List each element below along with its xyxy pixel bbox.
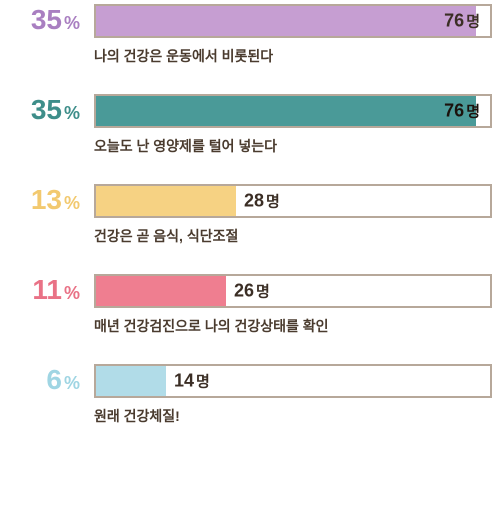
bar-column: 14명원래 건강체질! xyxy=(94,364,492,426)
item-description: 건강은 곧 음식, 식단조절 xyxy=(94,226,492,246)
percent-value: 6 xyxy=(46,364,62,395)
bar-column: 26명매년 건강검진으로 나의 건강상태를 확인 xyxy=(94,274,492,336)
percent-value: 35 xyxy=(31,4,62,35)
bar-track: 76명 xyxy=(94,94,492,128)
bar-fill xyxy=(96,366,166,396)
bar-track: 76명 xyxy=(94,4,492,38)
item-description: 매년 건강검진으로 나의 건강상태를 확인 xyxy=(94,316,492,336)
percent-label: 35% xyxy=(8,4,94,34)
percent-unit: % xyxy=(64,283,80,303)
bar-fill xyxy=(96,276,226,306)
bar-track: 26명 xyxy=(94,274,492,308)
count-value: 14 xyxy=(174,371,194,391)
bar-fill xyxy=(96,6,476,36)
chart-item-1: 35%76명오늘도 난 영양제를 털어 넣는다 xyxy=(8,94,492,156)
bar-track: 28명 xyxy=(94,184,492,218)
bar-track: 14명 xyxy=(94,364,492,398)
chart-item-3: 11%26명매년 건강검진으로 나의 건강상태를 확인 xyxy=(8,274,492,336)
percent-unit: % xyxy=(64,13,80,33)
percent-label: 6% xyxy=(8,364,94,394)
bar-fill xyxy=(96,186,236,216)
percent-value: 13 xyxy=(31,184,62,215)
bar-column: 28명건강은 곧 음식, 식단조절 xyxy=(94,184,492,246)
item-description: 오늘도 난 영양제를 털어 넣는다 xyxy=(94,136,492,156)
percent-label: 13% xyxy=(8,184,94,214)
chart-item-2: 13%28명건강은 곧 음식, 식단조절 xyxy=(8,184,492,246)
bar-fill xyxy=(96,96,476,126)
count-value: 28 xyxy=(244,191,264,211)
bar-count-label: 14명 xyxy=(174,371,210,392)
count-unit: 명 xyxy=(466,104,480,121)
bar-count-label: 28명 xyxy=(244,191,280,212)
count-unit: 명 xyxy=(466,14,480,31)
bar-column: 76명오늘도 난 영양제를 털어 넣는다 xyxy=(94,94,492,156)
percent-label: 11% xyxy=(8,274,94,304)
count-unit: 명 xyxy=(266,194,280,211)
count-value: 76 xyxy=(444,11,464,31)
bar-count-label: 26명 xyxy=(234,281,270,302)
percent-label: 35% xyxy=(8,94,94,124)
item-description: 원래 건강체질! xyxy=(94,406,492,426)
percent-unit: % xyxy=(64,373,80,393)
item-description: 나의 건강은 운동에서 비롯된다 xyxy=(94,46,492,66)
bar-column: 76명나의 건강은 운동에서 비롯된다 xyxy=(94,4,492,66)
percent-value: 35 xyxy=(31,94,62,125)
percent-value: 11 xyxy=(32,274,62,305)
percent-unit: % xyxy=(64,103,80,123)
count-unit: 명 xyxy=(256,284,270,301)
count-unit: 명 xyxy=(196,374,210,391)
health-survey-chart: 35%76명나의 건강은 운동에서 비롯된다35%76명오늘도 난 영양제를 털… xyxy=(8,4,492,426)
chart-item-0: 35%76명나의 건강은 운동에서 비롯된다 xyxy=(8,4,492,66)
count-value: 76 xyxy=(444,101,464,121)
chart-item-4: 6%14명원래 건강체질! xyxy=(8,364,492,426)
bar-count-label: 76명 xyxy=(444,101,480,122)
percent-unit: % xyxy=(64,193,80,213)
count-value: 26 xyxy=(234,281,254,301)
bar-count-label: 76명 xyxy=(444,11,480,32)
